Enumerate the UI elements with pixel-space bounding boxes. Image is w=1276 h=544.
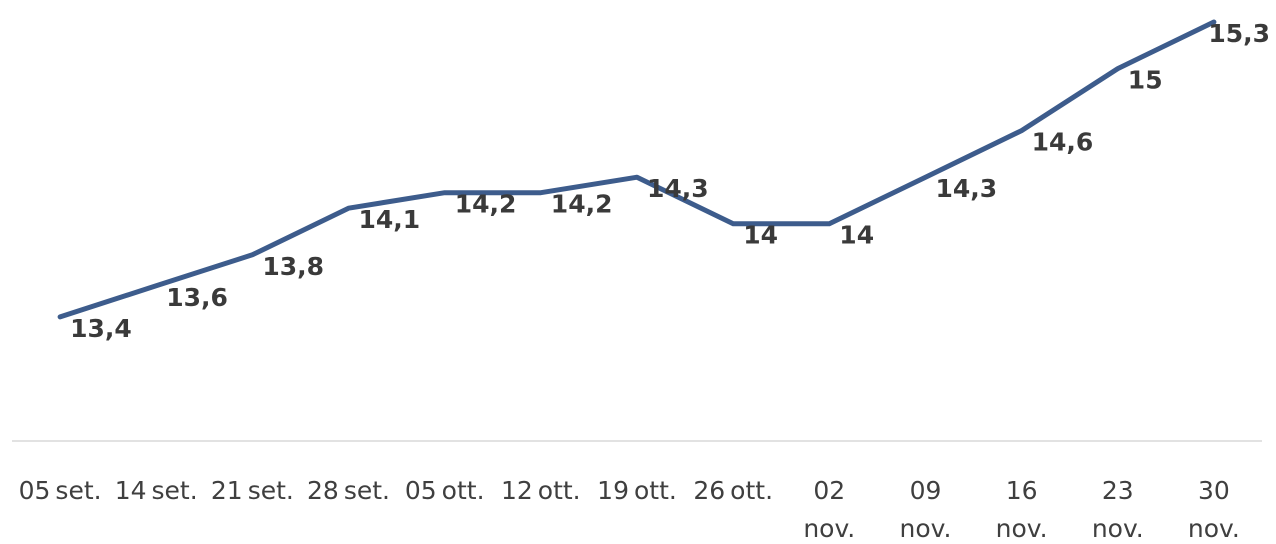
data-label: 14,6 (1032, 128, 1094, 157)
x-tick-label: 26 ott. (693, 476, 773, 505)
data-label: 14 (839, 221, 874, 250)
data-label: 13,8 (262, 252, 324, 281)
x-tick-label: 21 set. (211, 476, 294, 505)
data-labels: 13,4 13,6 13,8 14,1 14,2 14,2 14,3 14 14 14,3 14,6… (70, 19, 1270, 343)
x-tick-label: 05 set. (19, 476, 102, 505)
x-axis-ticks: 05 set. 14 set. 21 set. 28 set. 05 ott. 12 ot… (19, 476, 1240, 543)
data-label: 14,1 (359, 205, 421, 234)
data-label: 14,2 (455, 190, 517, 219)
x-tick-label: 30 nov. (1188, 476, 1240, 543)
x-tick-label: 19 ott. (597, 476, 677, 505)
x-tick-label: 09 nov. (900, 476, 952, 543)
x-tick-label: 28 set. (307, 476, 390, 505)
x-tick-label: 16 nov. (996, 476, 1048, 543)
data-label: 13,6 (166, 283, 228, 312)
x-tick-label: 23 nov. (1092, 476, 1144, 543)
data-label: 14,3 (647, 174, 709, 203)
x-tick-label: 12 ott. (501, 476, 581, 505)
data-label: 14,3 (936, 174, 998, 203)
data-label: 14,2 (551, 190, 613, 219)
data-label: 14 (743, 221, 778, 250)
data-label: 13,4 (70, 314, 132, 343)
x-tick-label: 02 nov. (803, 476, 855, 543)
x-tick-label: 05 ott. (405, 476, 485, 505)
data-label: 15 (1128, 66, 1163, 95)
series-line (57, 19, 1217, 320)
data-label: 15,3 (1208, 19, 1270, 48)
x-tick-label: 14 set. (115, 476, 198, 505)
